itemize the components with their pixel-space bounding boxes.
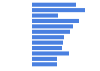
bar [32,57,57,61]
bar [32,62,57,66]
bar [32,51,69,55]
bar [32,24,73,28]
bar [32,46,62,50]
chart [0,0,100,71]
bar [32,30,70,34]
bar [32,19,79,23]
bar [32,35,64,39]
bar [32,3,76,7]
bar [32,14,58,18]
bar [32,8,85,12]
bar [32,41,63,45]
bars [32,3,85,67]
